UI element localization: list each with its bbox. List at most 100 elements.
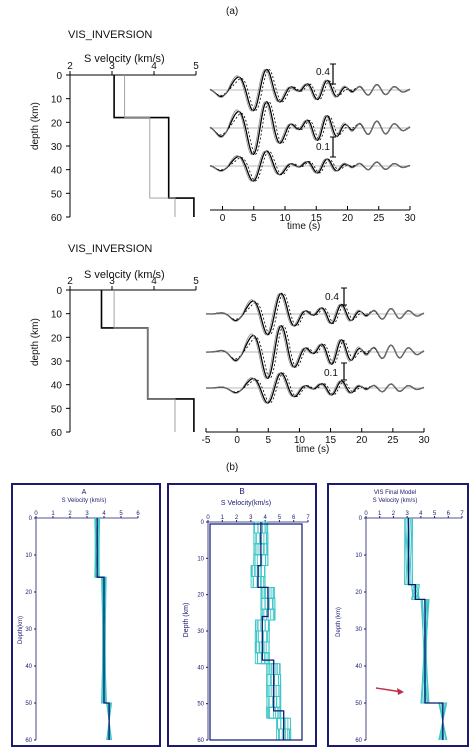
x-tick-label: 2 [68,511,72,517]
panel-a-bottom-ylabel: depth (km) [30,318,41,366]
y-tick-label: 40 [51,381,63,392]
best-model [96,518,110,740]
panel-b-final-ylabel: Depth (km) [336,607,342,637]
waveform-trace [206,372,425,404]
x-tick-label: 0 [206,515,210,521]
x-tick-label: 3 [249,515,253,521]
y-tick-label: 20 [51,118,63,129]
x-tick-label: 3 [109,61,115,72]
waveform-trace [206,372,425,404]
panel-a-bottom: VIS_INVERSION S velocity (km/s) depth (k… [30,243,339,455]
x-tick-label: 6 [136,511,140,517]
y-tick-label: 60 [355,738,362,744]
y-tick-label: 60 [51,213,63,224]
y-tick-label: 40 [197,665,204,671]
x-tick-label: 3 [405,511,409,517]
x-tick-label: 5 [278,515,282,521]
y-tick-label: 0 [56,286,62,297]
panel-a-top-title: VIS_INVERSION [68,29,152,41]
y-tick-label: 30 [355,627,362,633]
panel-a-top: VIS_INVERSION S velocity (km/s) depth (k… [30,29,330,232]
y-tick-label: 50 [51,404,63,415]
y-tick-label: 0 [29,516,33,522]
waveform-trace [209,68,411,112]
x-tick-label: 4 [151,61,157,72]
ensemble-model [409,517,447,741]
figure-label-b: (b) [226,462,238,473]
time-tick-label: 20 [356,435,368,446]
time-tick-label: 30 [418,435,430,446]
y-tick-label: 0 [359,516,363,522]
x-tick-label: 1 [221,515,225,521]
panel-b-B-xlabel: S Velocity(km/s) [221,500,271,507]
x-tick-label: 5 [433,511,437,517]
time-tick-label: 10 [294,435,306,446]
time-tick-label: 15 [325,435,337,446]
waveform-trace [209,150,411,182]
x-tick-label: 1 [51,511,55,517]
panel-b-A-frame [11,483,161,747]
velocity-series-model [113,75,195,217]
time-tick-label: 10 [279,213,291,224]
time-tick-label: 5 [251,213,257,224]
y-tick-label: 50 [51,189,63,200]
time-tick-label: 30 [404,213,416,224]
y-tick-label: 50 [25,701,32,707]
time-tick-label: 25 [387,435,399,446]
x-tick-label: 0 [34,511,38,517]
x-tick-label: 2 [67,276,73,287]
panel-a-bottom-time-label: time (s) [296,444,329,455]
waveform-plot-a-bottom: -5 0 5 10 15 20 25 30 [202,287,430,446]
y-tick-label: 50 [355,701,362,707]
panel-b-A-ylabel: Depth(km) [18,616,24,644]
y-tick-label: 10 [51,310,63,321]
panel-a-top-xlabel: S velocity (km/s) [84,53,165,65]
y-tick-label: 30 [25,627,32,633]
y-tick-label: 60 [197,738,204,744]
panel-b-B-title: B [239,487,244,496]
waveform-trace [206,325,425,379]
y-tick-label: 0 [56,71,62,82]
x-tick-label: 4 [102,511,106,517]
panel-b-A-xlabel: S Velocity (km/s) [62,498,107,504]
y-tick-label: 10 [355,553,362,559]
panel-a-top-time-label: time (s) [287,221,320,232]
y-tick-label: 20 [355,590,362,596]
search-bounds [209,523,303,741]
x-tick-label: 1 [378,511,382,517]
velocity-series-reference [124,75,176,217]
model-plot-B: 0 1 2 3 4 5 6 7 0 10 20 30 40 50 60 [197,515,310,744]
velocity-series-reference [113,290,176,432]
best-model [407,518,444,740]
best-model [257,522,285,740]
y-tick-label: 20 [25,590,32,596]
x-tick-label: 6 [292,515,296,521]
time-tick-label: 15 [311,213,323,224]
scale-label-bottom-1: 0.4 [325,292,339,303]
waveform-trace [209,101,411,156]
y-tick-label: 20 [51,333,63,344]
time-tick-label: 5 [266,435,272,446]
arrow-icon [397,688,404,695]
y-tick-label: 10 [197,556,204,562]
scale-label-bottom-2: 0.1 [324,368,338,379]
x-tick-label: 2 [235,515,239,521]
x-tick-label: 6 [447,511,451,517]
y-tick-label: 30 [51,357,63,368]
y-tick-label: 60 [51,428,63,439]
x-tick-label: 2 [392,511,396,517]
waveform-plot-a-top: 0 5 10 15 20 25 30 [209,63,416,224]
panel-a-bottom-title: VIS_INVERSION [68,243,152,255]
y-tick-label: 60 [25,738,32,744]
x-tick-label: 0 [364,511,368,517]
x-tick-label: 4 [263,515,267,521]
y-tick-label: 50 [197,702,204,708]
panel-a-bottom-xlabel: S velocity (km/s) [84,269,165,281]
panel-b-final-xlabel: S Velocity (km/s) [373,498,418,504]
x-tick-label: 7 [460,511,464,517]
panel-b-final-title: VIS Final Model [374,490,416,496]
panel-a-top-ylabel: depth (km) [30,102,41,150]
